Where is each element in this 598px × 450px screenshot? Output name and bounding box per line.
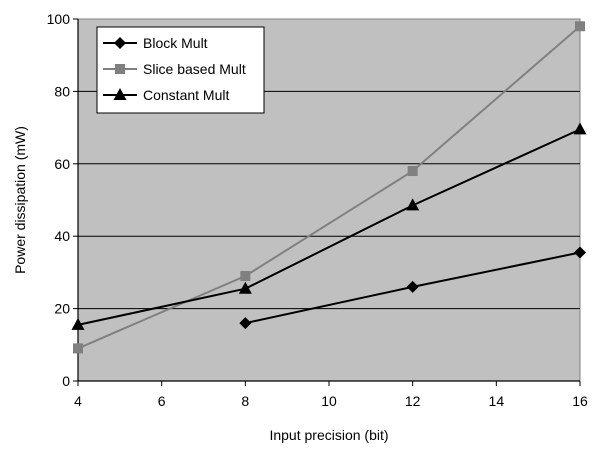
legend-label: Block Mult	[143, 35, 208, 51]
x-tick-label: 16	[572, 393, 588, 409]
data-point-marker	[574, 246, 586, 259]
y-tick-label: 40	[54, 228, 70, 244]
legend-label: Slice based Mult	[143, 61, 246, 77]
y-tick-label: 0	[62, 373, 70, 389]
data-point-marker	[239, 317, 252, 330]
y-tick-label: 80	[54, 83, 70, 99]
x-tick-label: 8	[241, 393, 249, 409]
data-point-marker	[406, 198, 420, 211]
legend-marker	[113, 88, 127, 100]
data-point-marker	[73, 343, 83, 354]
x-axis-title: Input precision (bit)	[269, 427, 388, 443]
data-point-marker	[407, 166, 418, 177]
x-tick-label: 12	[405, 393, 421, 409]
legend: Block Mult Slice based Mult Constant Mult	[96, 26, 265, 114]
y-tick-label: 100	[47, 11, 71, 27]
series-group	[71, 21, 587, 354]
data-point-marker	[240, 271, 251, 282]
y-tick-label: 20	[54, 301, 70, 317]
legend-label: Constant Mult	[143, 87, 229, 103]
legend-marker	[115, 64, 125, 74]
y-tick-label: 60	[54, 156, 70, 172]
series-slice-based-mult	[73, 21, 585, 354]
data-point-marker	[575, 21, 585, 32]
data-point-marker	[71, 317, 85, 330]
data-point-marker	[406, 280, 419, 293]
y-axis-title: Power dissipation (mW)	[12, 126, 28, 274]
series-constant-mult	[71, 122, 587, 330]
gridlines	[78, 90, 580, 310]
series-line	[77, 25, 581, 350]
data-point-marker	[238, 281, 252, 294]
data-point-marker	[573, 122, 587, 135]
x-tick-label: 10	[321, 393, 337, 409]
x-tick-label: 4	[74, 393, 82, 409]
axes: 0 20 40 60 80 100 4 6 8 10 12 14 16	[47, 11, 588, 409]
series-line	[77, 128, 581, 326]
legend-marker	[114, 37, 126, 49]
series-block-mult	[239, 246, 586, 330]
x-tick-label: 14	[489, 393, 505, 409]
x-tick-label: 6	[158, 393, 166, 409]
